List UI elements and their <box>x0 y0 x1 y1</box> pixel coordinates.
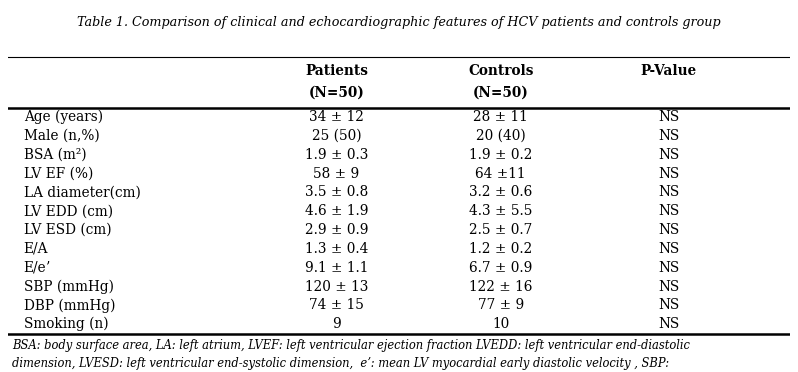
Text: 64 ±11: 64 ±11 <box>476 167 526 180</box>
Text: NS: NS <box>658 298 679 312</box>
Text: 77 ± 9: 77 ± 9 <box>477 298 523 312</box>
Text: DBP (mmHg): DBP (mmHg) <box>24 298 115 312</box>
Text: NS: NS <box>658 261 679 275</box>
Text: LV EDD (cm): LV EDD (cm) <box>24 204 113 218</box>
Text: 1.9 ± 0.3: 1.9 ± 0.3 <box>305 148 368 162</box>
Text: (N=50): (N=50) <box>472 86 528 100</box>
Text: E/A: E/A <box>24 242 48 256</box>
Text: 34 ± 12: 34 ± 12 <box>309 110 364 124</box>
Text: 1.9 ± 0.2: 1.9 ± 0.2 <box>469 148 532 162</box>
Text: 20 (40): 20 (40) <box>476 129 526 143</box>
Text: Age (years): Age (years) <box>24 110 103 124</box>
Text: LV EF (%): LV EF (%) <box>24 167 93 180</box>
Text: Controls: Controls <box>468 64 533 78</box>
Text: NS: NS <box>658 167 679 180</box>
Text: 3.2 ± 0.6: 3.2 ± 0.6 <box>469 185 532 199</box>
Text: Table 1. Comparison of clinical and echocardiographic features of HCV patients a: Table 1. Comparison of clinical and echo… <box>77 16 721 29</box>
Text: 28 ± 11: 28 ± 11 <box>473 110 528 124</box>
Text: NS: NS <box>658 148 679 162</box>
Text: 1.2 ± 0.2: 1.2 ± 0.2 <box>469 242 532 256</box>
Text: Smoking (n): Smoking (n) <box>24 317 109 331</box>
Text: 3.5 ± 0.8: 3.5 ± 0.8 <box>305 185 368 199</box>
Text: 2.5 ± 0.7: 2.5 ± 0.7 <box>469 223 532 237</box>
Text: NS: NS <box>658 223 679 237</box>
Text: 9: 9 <box>332 317 341 331</box>
Text: P-Value: P-Value <box>641 64 697 78</box>
Text: 58 ± 9: 58 ± 9 <box>314 167 360 180</box>
Text: (N=50): (N=50) <box>309 86 365 100</box>
Text: 10: 10 <box>492 317 509 331</box>
Text: BSA: body surface area, LA: left atrium, LVEF: left ventricular ejection fractio: BSA: body surface area, LA: left atrium,… <box>12 339 690 372</box>
Text: NS: NS <box>658 279 679 294</box>
Text: E/eʼ: E/eʼ <box>24 261 50 275</box>
Text: 74 ± 15: 74 ± 15 <box>309 298 364 312</box>
Text: 120 ± 13: 120 ± 13 <box>305 279 368 294</box>
Text: NS: NS <box>658 185 679 199</box>
Text: NS: NS <box>658 204 679 218</box>
Text: 122 ± 16: 122 ± 16 <box>469 279 532 294</box>
Text: Patients: Patients <box>305 64 368 78</box>
Text: 1.3 ± 0.4: 1.3 ± 0.4 <box>305 242 368 256</box>
Text: LV ESD (cm): LV ESD (cm) <box>24 223 111 237</box>
Text: NS: NS <box>658 317 679 331</box>
Text: LA diameter(cm): LA diameter(cm) <box>24 185 140 199</box>
Text: NS: NS <box>658 242 679 256</box>
Text: SBP (mmHg): SBP (mmHg) <box>24 279 113 294</box>
Text: Male (n,%): Male (n,%) <box>24 129 100 143</box>
Text: 6.7 ± 0.9: 6.7 ± 0.9 <box>469 261 532 275</box>
Text: 4.6 ± 1.9: 4.6 ± 1.9 <box>305 204 368 218</box>
Text: 2.9 ± 0.9: 2.9 ± 0.9 <box>305 223 368 237</box>
Text: BSA (m²): BSA (m²) <box>24 148 86 162</box>
Text: NS: NS <box>658 110 679 124</box>
Text: 25 (50): 25 (50) <box>312 129 361 143</box>
Text: 9.1 ± 1.1: 9.1 ± 1.1 <box>305 261 368 275</box>
Text: NS: NS <box>658 129 679 143</box>
Text: 4.3 ± 5.5: 4.3 ± 5.5 <box>469 204 532 218</box>
